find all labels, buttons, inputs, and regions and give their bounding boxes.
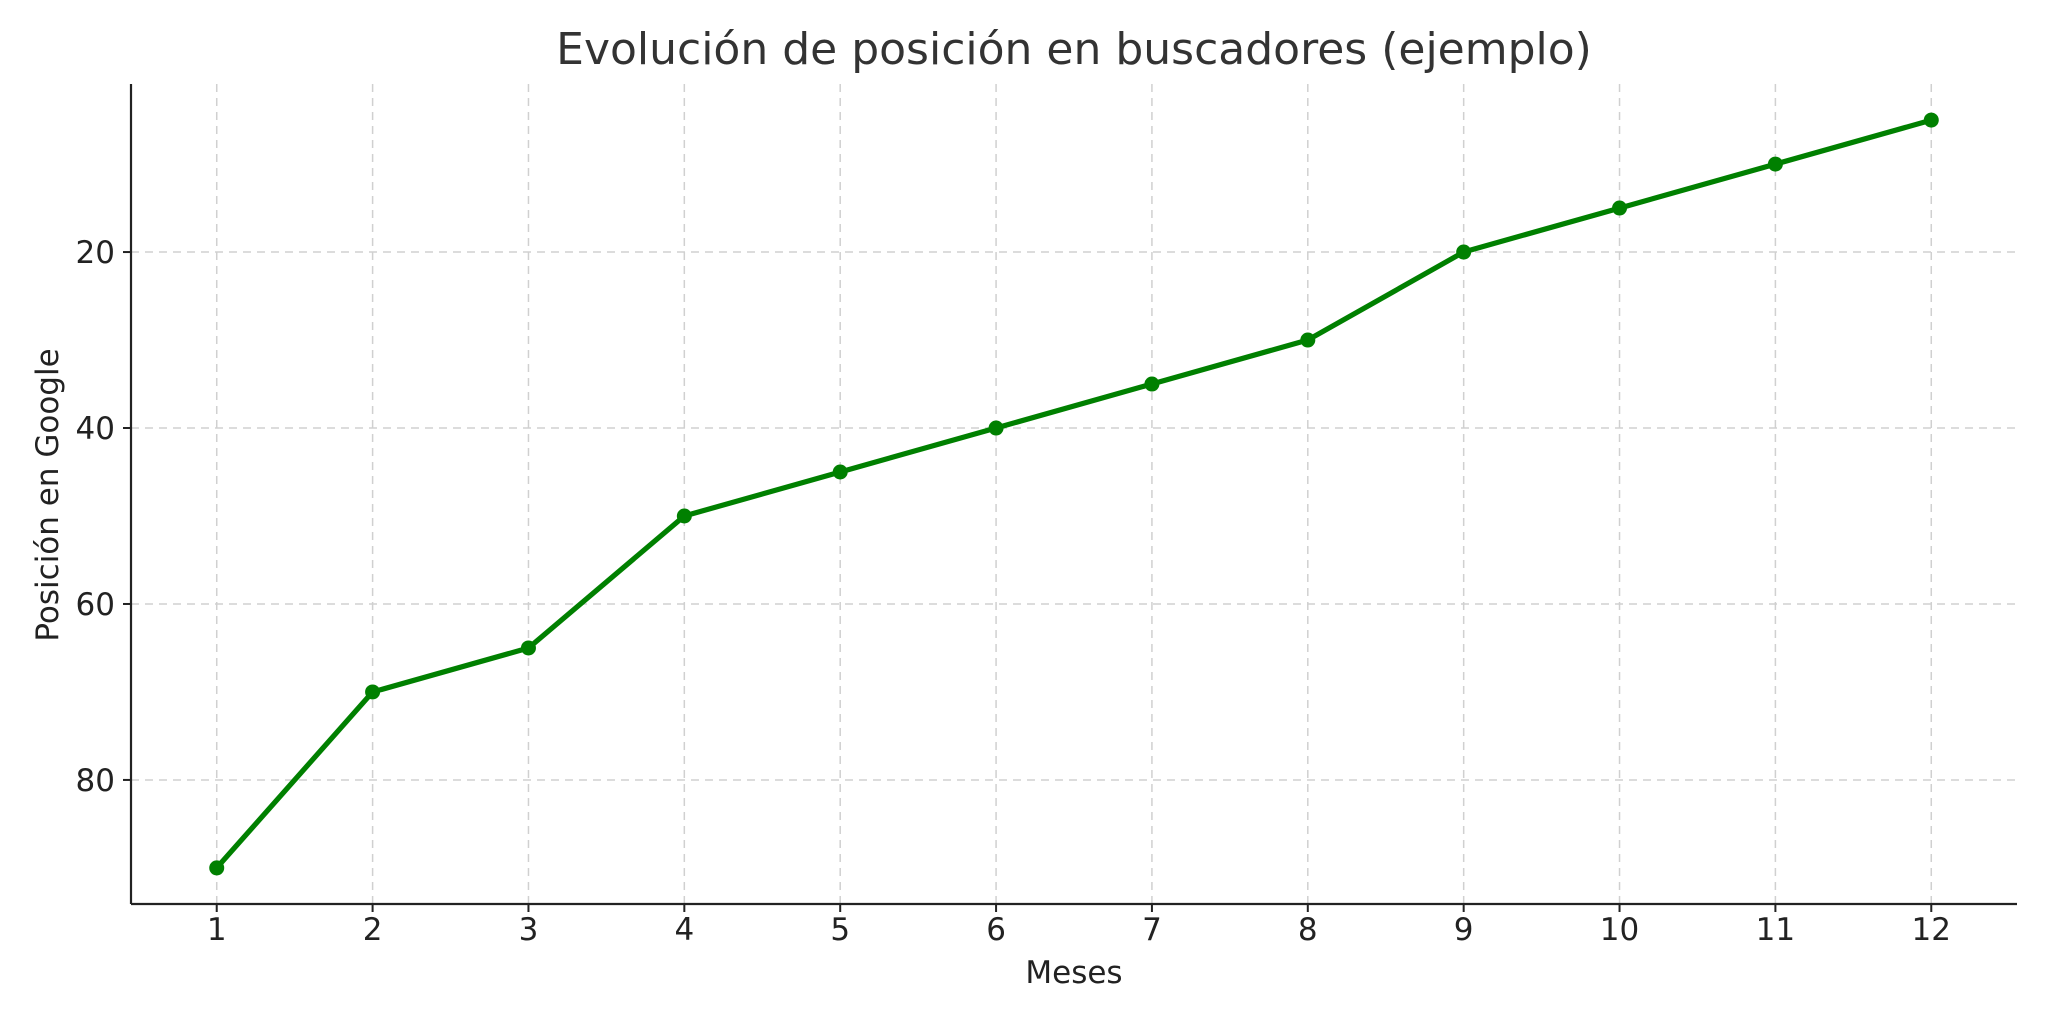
- x-tick-label: 7: [1142, 912, 1162, 948]
- axes: [123, 84, 2017, 912]
- data-point: [520, 640, 536, 656]
- data-point: [1456, 244, 1472, 260]
- data-point: [365, 684, 381, 700]
- y-tick-label: 40: [76, 411, 115, 447]
- series-layer: [209, 112, 1939, 876]
- x-tick-label: 12: [1912, 912, 1951, 948]
- x-tick-label: 11: [1756, 912, 1795, 948]
- grid: [131, 84, 2017, 904]
- data-point: [676, 508, 692, 524]
- y-tick-label: 60: [76, 587, 115, 623]
- x-axis-label: Meses: [1025, 955, 1122, 991]
- y-tick-label: 20: [76, 235, 115, 271]
- series-line: [214, 117, 1934, 871]
- x-tick-label: 4: [674, 912, 694, 948]
- chart-title: Evolución de posición en buscadores (eje…: [556, 24, 1592, 75]
- x-tick-label: 9: [1454, 912, 1474, 948]
- data-point: [832, 464, 848, 480]
- data-point: [988, 420, 1004, 436]
- x-tick-label: 3: [519, 912, 539, 948]
- data-point: [1612, 200, 1628, 216]
- x-tick-label: 2: [363, 912, 383, 948]
- x-tick-label: 10: [1600, 912, 1639, 948]
- y-axis-label: Posición en Google: [30, 348, 66, 641]
- data-point: [1144, 376, 1160, 392]
- x-tick-label: 6: [986, 912, 1006, 948]
- data-point: [1767, 156, 1783, 172]
- x-tick-label: 1: [207, 912, 227, 948]
- x-tick-label: 5: [830, 912, 850, 948]
- data-point: [1300, 332, 1316, 348]
- x-tick-label: 8: [1298, 912, 1318, 948]
- data-point: [209, 860, 225, 876]
- data-point: [1923, 112, 1939, 128]
- y-tick-label: 80: [76, 763, 115, 799]
